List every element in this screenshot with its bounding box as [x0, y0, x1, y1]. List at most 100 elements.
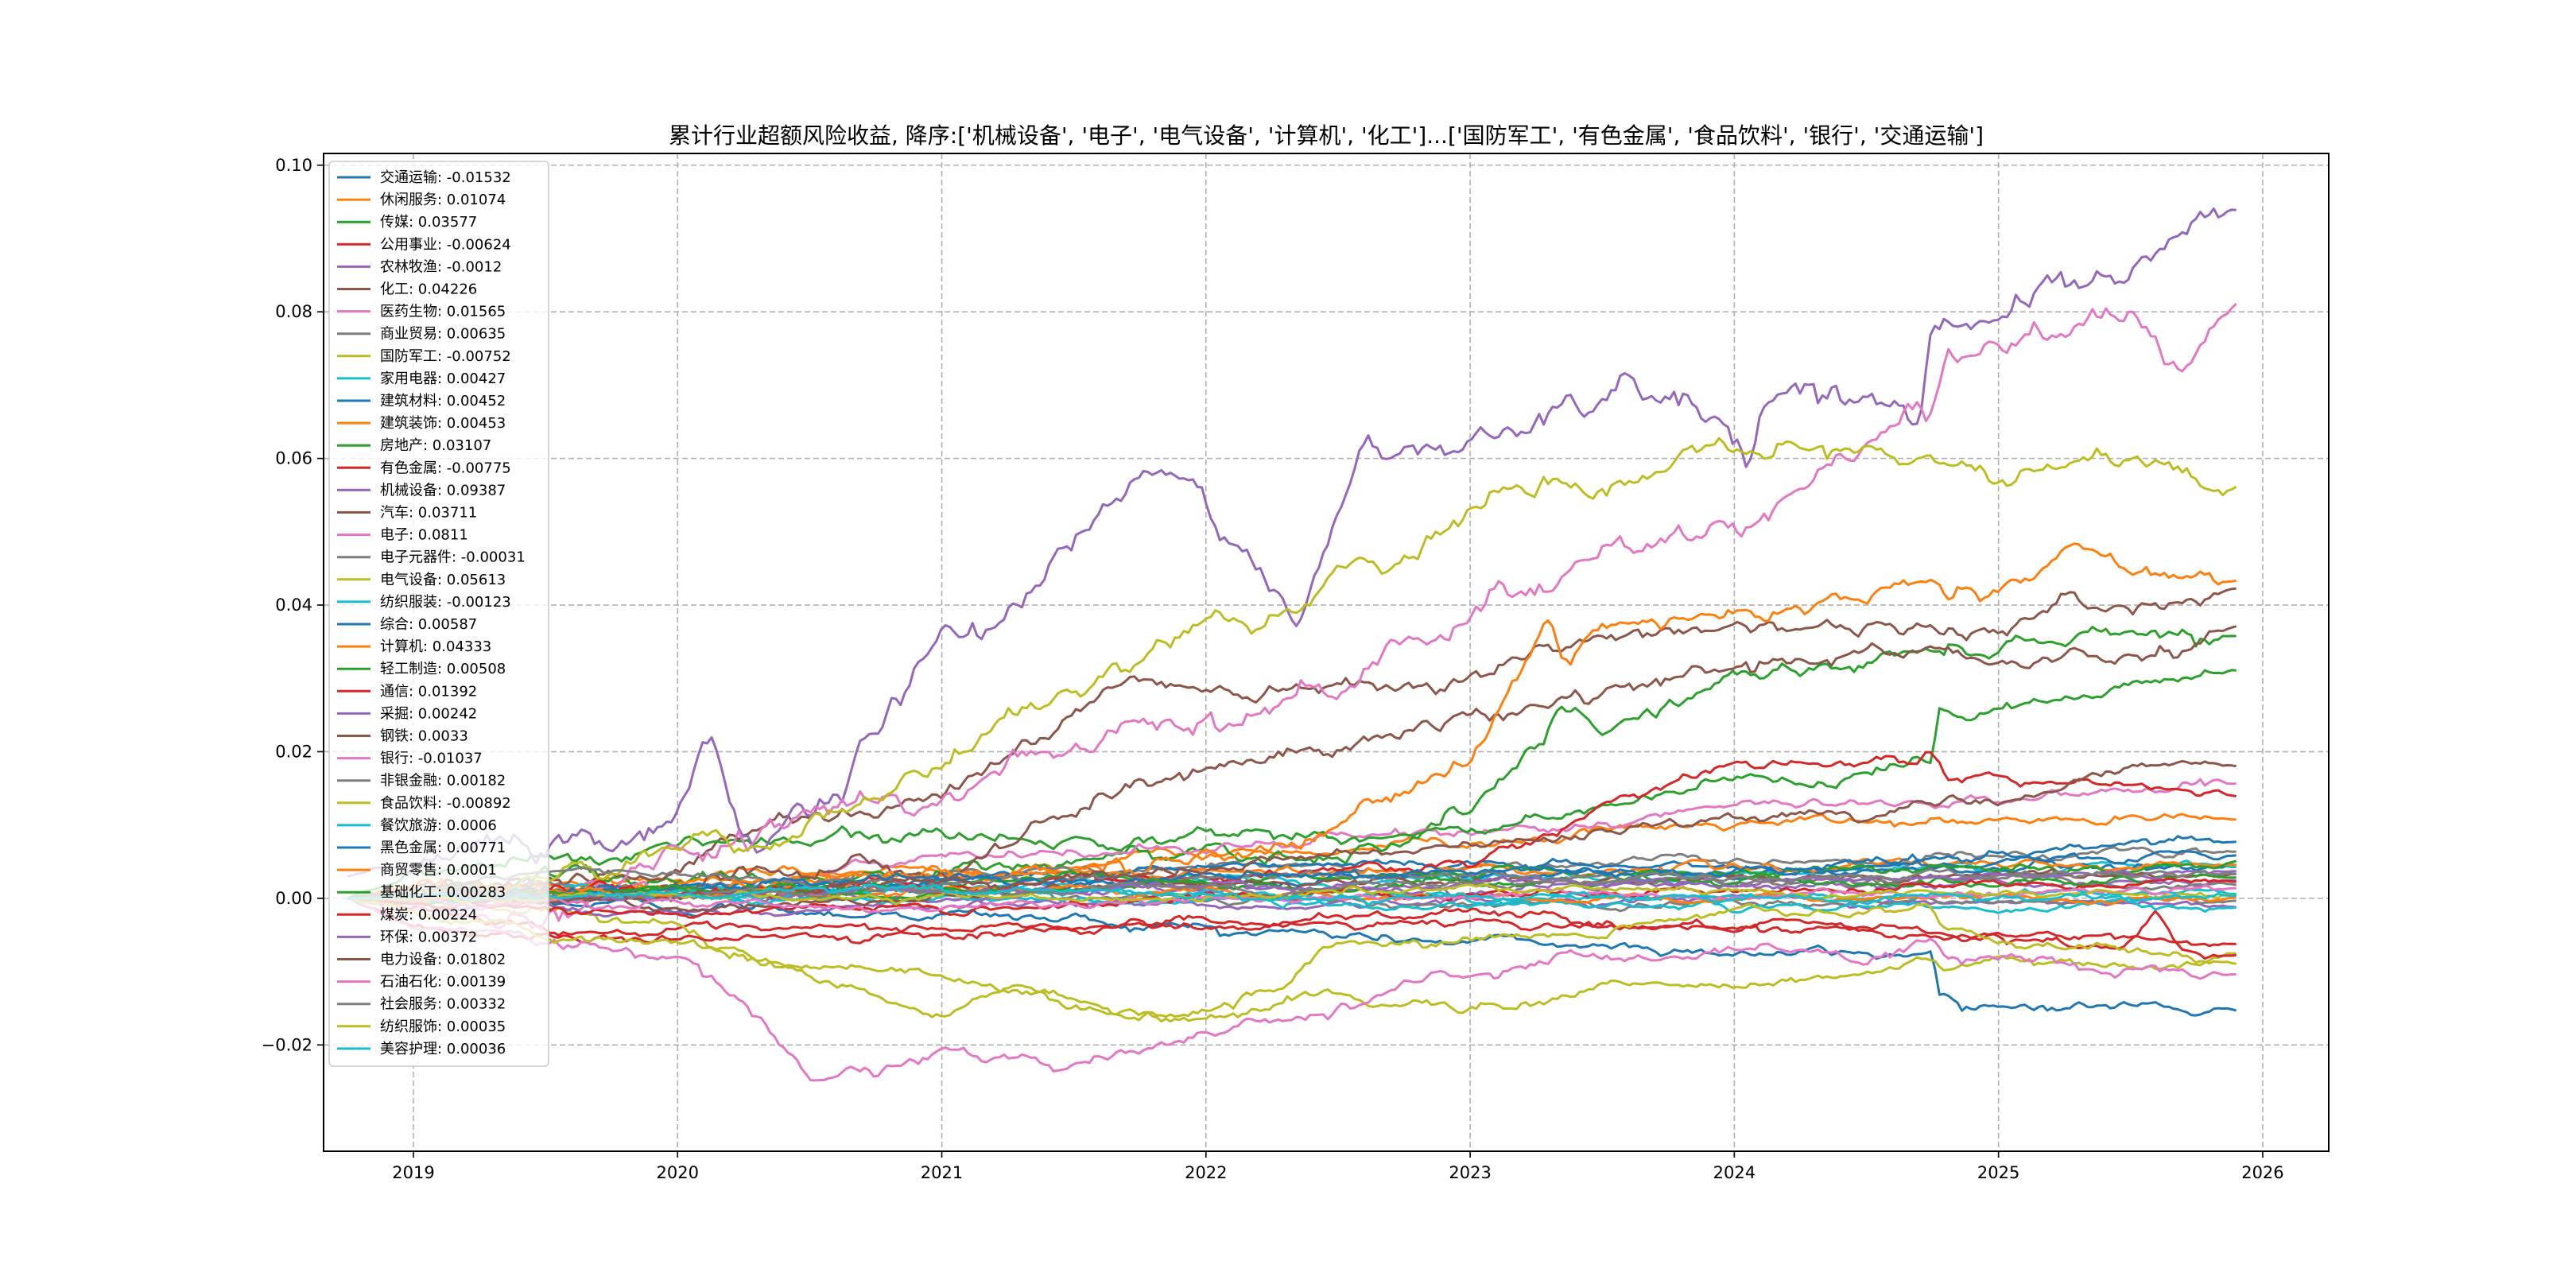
legend-series-value: 0.01392 [418, 683, 477, 700]
legend-item: 餐饮旅游: 0.0006 [337, 817, 497, 834]
legend-label: 房地产: 0.03107 [380, 437, 491, 454]
legend-label: 休闲服务: 0.01074 [380, 192, 506, 208]
legend-series-value: 0.00587 [418, 616, 477, 633]
series-line-28 [347, 897, 2237, 1022]
legend-series-name: 采掘 [380, 705, 409, 722]
legend-item: 美容护理: 0.00036 [337, 1041, 506, 1057]
legend-label: 电子元器件: -0.00031 [380, 549, 526, 566]
series-line-5 [347, 587, 2237, 900]
legend-series-value: 0.00224 [418, 906, 477, 923]
legend-separator: : [437, 482, 447, 499]
legend-separator: : [437, 952, 447, 968]
legend-series-value: 0.03107 [433, 437, 491, 454]
legend-separator: : [409, 527, 418, 544]
legend-series-value: -0.01037 [418, 751, 483, 767]
legend-item: 医药生物: 0.01565 [337, 304, 506, 320]
legend-series-value: 0.0033 [418, 728, 468, 745]
series-line-39 [347, 883, 2237, 906]
legend-label: 商业贸易: 0.00635 [380, 326, 506, 343]
x-tick-label: 2019 [392, 1163, 434, 1182]
legend-label: 家用电器: 0.00427 [380, 370, 506, 387]
legend-series-value: 0.00283 [447, 884, 506, 901]
legend-separator: : [409, 705, 418, 722]
y-tick-label: 0.08 [275, 302, 312, 321]
legend-label: 钢铁: 0.0033 [380, 728, 468, 745]
legend-series-name: 建筑材料 [380, 393, 437, 409]
legend-series-value: 0.00372 [418, 929, 477, 945]
legend-label: 建筑装饰: 0.00453 [380, 415, 506, 432]
legend-series-name: 非银金融 [380, 773, 437, 789]
legend-separator: : [437, 415, 447, 432]
x-tick-label: 2026 [2241, 1163, 2283, 1182]
legend-series-name: 银行 [380, 751, 409, 767]
series-line-34 [347, 870, 2237, 903]
legend-item: 通信: 0.01392 [337, 683, 477, 700]
x-tick-label: 2020 [657, 1163, 699, 1182]
legend-separator: : [437, 594, 447, 611]
legend-separator: : [437, 572, 447, 588]
legend-separator: : [437, 840, 447, 856]
legend-label: 基础化工: 0.00283 [380, 884, 506, 901]
legend-separator: : [437, 236, 447, 253]
series-line-15 [347, 625, 2237, 902]
legend-series-value: -0.00123 [447, 594, 511, 611]
legend-item: 食品饮料: -0.00892 [337, 795, 511, 812]
legend-series-value: 0.00332 [447, 996, 506, 1013]
legend-item: 黑色金属: 0.00771 [337, 840, 506, 856]
legend-item: 农林牧渔: -0.0012 [337, 258, 502, 275]
x-tick-label: 2022 [1185, 1163, 1227, 1182]
legend-series-name: 汽车 [380, 505, 409, 522]
legend-series-name: 社会服务 [380, 996, 437, 1013]
legend-series-value: 0.00139 [447, 974, 506, 991]
legend-series-value: 0.00508 [447, 661, 506, 677]
legend-item: 计算机: 0.04333 [337, 638, 491, 655]
legend-separator: : [437, 258, 447, 275]
legend-label: 交通运输: -0.01532 [380, 169, 511, 186]
legend-separator: : [409, 616, 418, 633]
legend-series-value: -0.00892 [447, 795, 511, 812]
legend-label: 煤炭: 0.00224 [380, 906, 477, 923]
x-tick-label: 2024 [1713, 1163, 1755, 1182]
legend-series-name: 纺织服饰 [380, 1018, 437, 1035]
legend-item: 化工: 0.04226 [337, 281, 477, 298]
legend-series-name: 通信 [380, 683, 409, 700]
legend-series-name: 商贸零售 [380, 862, 437, 879]
legend-series-value: -0.00775 [447, 460, 511, 476]
legend-separator: : [423, 437, 433, 454]
legend-label: 电子: 0.0811 [380, 527, 468, 544]
legend-item: 电子: 0.0811 [337, 527, 468, 544]
legend-separator: : [437, 1018, 447, 1035]
legend-item: 社会服务: 0.00332 [337, 996, 506, 1013]
legend-series-name: 化工 [380, 281, 409, 298]
legend-label: 公用事业: -0.00624 [380, 236, 511, 253]
legend-item: 电气设备: 0.05613 [337, 572, 506, 588]
legend-series-value: 0.09387 [447, 482, 506, 499]
legend-label: 机械设备: 0.09387 [380, 482, 506, 499]
legend-series-value: 0.03577 [418, 214, 477, 231]
legend-series-name: 计算机 [380, 638, 423, 655]
legend-series-value: 0.00452 [447, 393, 506, 409]
y-tick-label: −0.02 [262, 1035, 312, 1054]
legend-label: 美容护理: 0.00036 [380, 1041, 506, 1057]
legend-series-name: 煤炭 [380, 906, 409, 923]
legend-series-name: 石油石化 [380, 974, 437, 991]
series-line-18 [347, 436, 2237, 912]
legend-series-value: 0.00635 [447, 326, 506, 343]
legend-separator: : [409, 751, 418, 767]
legend-separator: : [437, 304, 447, 320]
legend-series-name: 黑色金属 [380, 840, 437, 856]
series-line-16 [347, 302, 2237, 931]
legend-series-value: 0.03711 [418, 505, 477, 522]
legend-separator: : [409, 929, 418, 945]
legend-series-value: 0.00242 [418, 705, 477, 722]
legend-label: 农林牧渔: -0.0012 [380, 258, 502, 275]
legend-item: 休闲服务: 0.01074 [337, 192, 506, 208]
legend-series-value: 0.0811 [418, 527, 468, 544]
legend-series-name: 电子 [380, 527, 409, 544]
legend-series-value: 0.05613 [447, 572, 506, 588]
legend-series-name: 食品饮料 [380, 795, 437, 812]
legend-label: 环保: 0.00372 [380, 929, 477, 945]
legend-series-name: 美容护理 [380, 1041, 437, 1057]
legend-series-name: 环保 [380, 929, 409, 945]
